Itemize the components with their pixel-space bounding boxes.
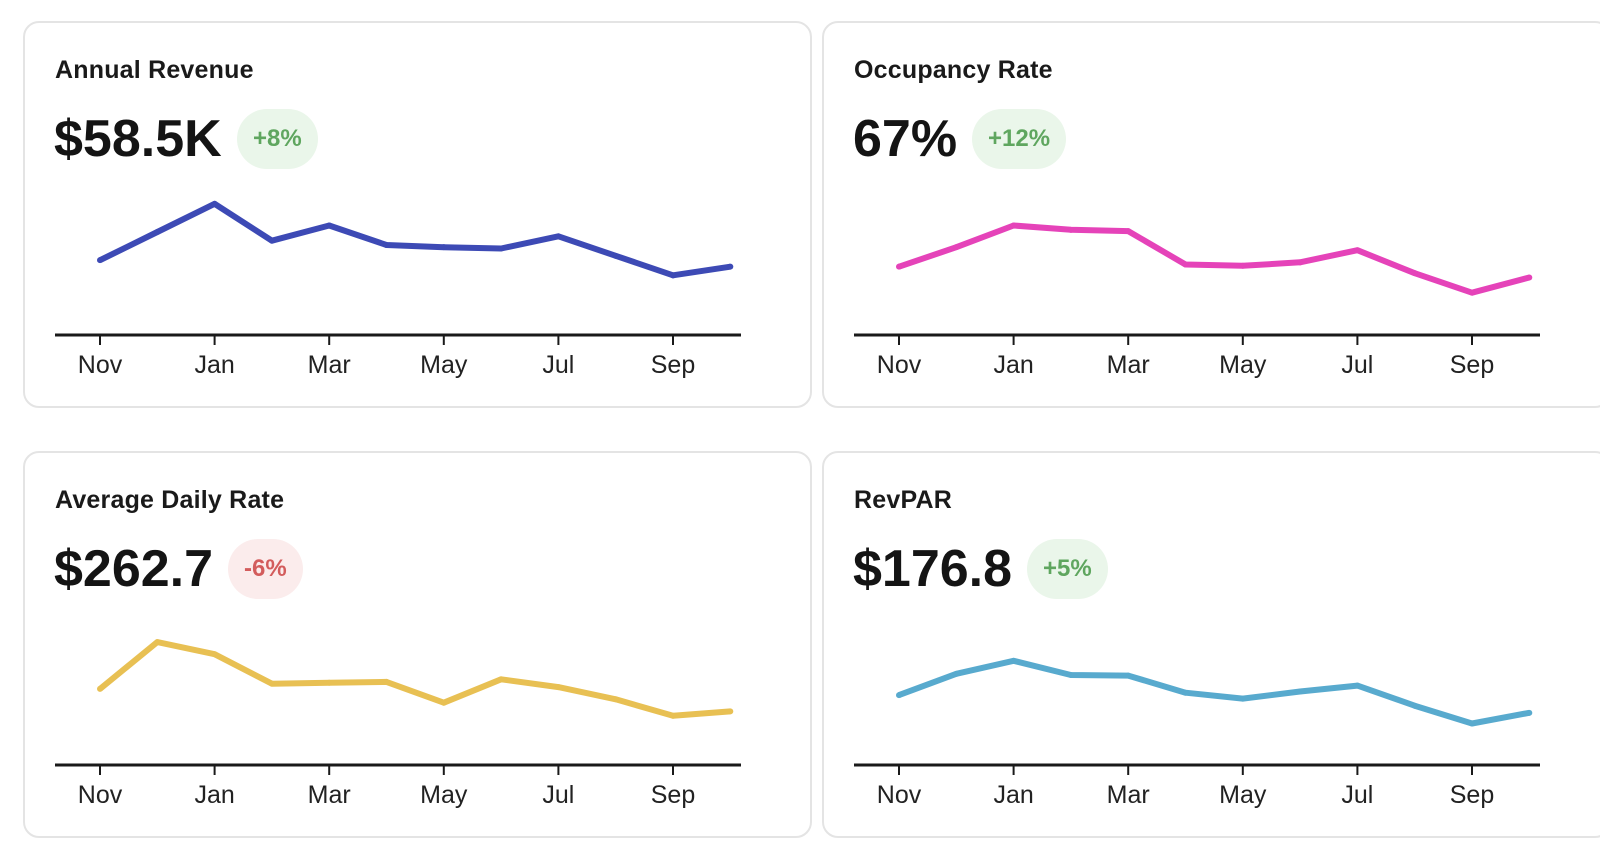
data-point (1469, 289, 1475, 296)
series-line (897, 657, 1530, 727)
card-value: $58.5K (54, 110, 222, 168)
data-point (1182, 689, 1189, 696)
card-value: 67% (853, 110, 958, 168)
data-point (154, 639, 161, 646)
x-tick-label: Sep (651, 781, 695, 809)
x-tick-label: Mar (1107, 781, 1150, 809)
data-point (97, 257, 103, 264)
data-point (1067, 226, 1074, 233)
series-line (98, 200, 731, 279)
x-tick-label: May (1219, 351, 1267, 379)
data-point (670, 712, 676, 719)
data-point (97, 685, 103, 692)
data-point (211, 651, 218, 658)
change-badge: +12% (972, 109, 1067, 169)
card-title: Annual Revenue (55, 56, 254, 84)
data-point (1411, 702, 1418, 709)
card-title: Occupancy Rate (854, 56, 1053, 84)
data-point (1182, 261, 1189, 268)
x-tick-label: Sep (1450, 351, 1494, 379)
data-point (268, 237, 275, 244)
data-point (1010, 657, 1017, 664)
data-point (1297, 259, 1304, 266)
data-point (1354, 247, 1361, 254)
data-point (953, 244, 960, 251)
x-tick-label: Nov (877, 781, 922, 809)
data-point (1469, 720, 1475, 727)
data-point (268, 680, 275, 687)
data-point (383, 678, 390, 685)
data-point (1125, 672, 1132, 679)
data-point (670, 272, 676, 279)
x-tick-label: Nov (78, 351, 123, 379)
x-tick-label: Mar (308, 781, 351, 809)
average-daily-rate-chart: Nov Jan Mar May Jul Sep (55, 639, 741, 809)
data-point (953, 670, 960, 677)
occupancy-rate-card[interactable]: Occupancy Rate 67% +12% Nov Jan Mar May Jul S… (822, 21, 1600, 408)
data-point (498, 676, 505, 683)
data-point (498, 245, 505, 252)
x-tick-label: Sep (1450, 781, 1494, 809)
card-value: $176.8 (853, 540, 1013, 598)
change-badge: +8% (237, 109, 318, 169)
occupancy-rate-chart: Nov Jan Mar May Jul Sep (854, 222, 1540, 379)
revpar-card[interactable]: RevPAR $176.8 +5% Nov Jan Mar May Jul Sep (822, 451, 1600, 838)
x-tick-label: Jan (993, 781, 1033, 809)
x-tick-label: May (420, 781, 468, 809)
x-tick-label: Jan (993, 351, 1033, 379)
data-point (326, 679, 333, 686)
x-tick-label: Jul (542, 351, 574, 379)
data-point (326, 222, 333, 229)
x-tick-label: Sep (651, 351, 695, 379)
data-point (1239, 695, 1246, 702)
x-tick-label: Jan (194, 351, 234, 379)
change-badge: -6% (228, 539, 303, 599)
card-title: Average Daily Rate (55, 486, 285, 514)
data-point (612, 252, 619, 259)
change-badge: +5% (1027, 539, 1108, 599)
x-tick-label: Jan (194, 781, 234, 809)
data-point (1067, 672, 1074, 678)
data-point (383, 242, 390, 248)
x-tick-label: May (420, 351, 468, 379)
x-tick-label: Jul (1341, 781, 1373, 809)
x-tick-label: Jul (1341, 351, 1373, 379)
average-daily-rate-card[interactable]: Average Daily Rate $262.7 -6% Nov Jan Mar M… (23, 451, 812, 838)
revpar-chart: Nov Jan Mar May Jul Sep (854, 657, 1540, 809)
data-point (896, 692, 902, 699)
series-line (98, 639, 731, 719)
data-point (1239, 262, 1246, 269)
x-tick-label: May (1219, 781, 1267, 809)
data-point (896, 263, 902, 270)
data-point (440, 699, 447, 706)
data-point (154, 229, 161, 235)
annual-revenue-chart: Nov Jan Mar May Jul Sep (55, 200, 741, 379)
data-point (1297, 688, 1304, 695)
data-point (1010, 222, 1017, 229)
data-point (1526, 709, 1533, 716)
data-point (1411, 270, 1418, 277)
card-value: $262.7 (54, 540, 214, 598)
data-point (727, 708, 734, 715)
data-point (1526, 274, 1533, 281)
data-point (612, 696, 619, 703)
x-tick-label: Mar (1107, 351, 1150, 379)
series-line (898, 222, 1531, 296)
data-point (211, 200, 218, 207)
data-point (555, 233, 562, 240)
data-point (555, 684, 562, 691)
x-tick-label: Mar (308, 351, 351, 379)
x-tick-label: Nov (877, 351, 922, 379)
data-point (1125, 228, 1132, 235)
annual-revenue-card[interactable]: Annual Revenue $58.5K +8% Nov Jan Mar May Ju… (23, 21, 812, 408)
data-point (727, 263, 734, 270)
x-tick-label: Nov (78, 781, 123, 809)
data-point (1354, 682, 1361, 689)
x-tick-label: Jul (542, 781, 574, 809)
card-title: RevPAR (854, 486, 952, 514)
data-point (440, 244, 447, 251)
